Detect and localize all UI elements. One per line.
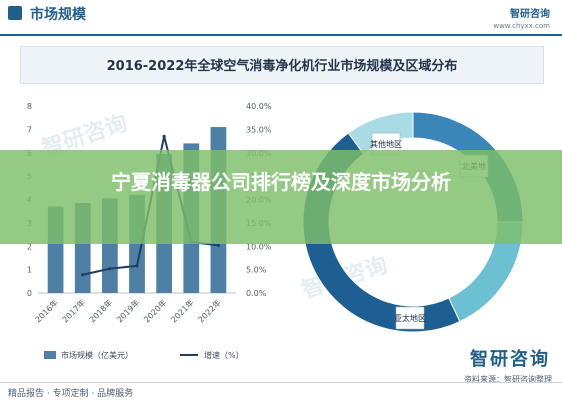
overlay-title: 宁夏消毒器公司排行榜及深度市场分析 bbox=[111, 170, 451, 194]
left-tick-label: 1 bbox=[27, 266, 32, 275]
growth-point bbox=[216, 243, 221, 247]
x-tick-label: 2020年 bbox=[141, 297, 168, 324]
x-tick-label: 2016年 bbox=[33, 297, 60, 324]
chart-title-card: 2016-2022年全球空气消毒净化机行业市场规模及区域分布 bbox=[20, 46, 544, 84]
growth-point bbox=[135, 264, 139, 268]
section-title: 市场规模 bbox=[30, 7, 86, 23]
x-tick-label: 2022年 bbox=[196, 297, 223, 324]
left-tick-label: 0 bbox=[27, 289, 32, 298]
chart-legend: 市场规模（亿美元） 增速（%） bbox=[44, 350, 244, 360]
left-tick-label: 8 bbox=[27, 102, 32, 111]
section-icon bbox=[8, 6, 22, 20]
chart-title: 2016-2022年全球空气消毒净化机行业市场规模及区域分布 bbox=[106, 59, 458, 74]
donut-slice bbox=[302, 132, 461, 333]
left-tick-label: 2 bbox=[27, 242, 32, 251]
overlay-banner: 宁夏消毒器公司排行榜及深度市场分析 bbox=[0, 150, 562, 244]
left-tick-label: 7 bbox=[27, 125, 32, 134]
donut-label-box bbox=[395, 306, 425, 330]
footer-brand: 智研咨询 bbox=[470, 349, 550, 370]
brand-name: 智研咨询 bbox=[510, 9, 550, 20]
donut-label: 亚太地区 bbox=[394, 313, 426, 323]
growth-point bbox=[162, 134, 166, 138]
footer-line bbox=[0, 382, 562, 383]
right-tick-label: 10.0% bbox=[246, 242, 272, 251]
legend-swatch-bar bbox=[44, 351, 56, 359]
donut-label: 其他地区 bbox=[370, 139, 402, 149]
header-divider bbox=[0, 34, 562, 36]
x-tick-label: 2021年 bbox=[169, 297, 196, 324]
right-tick-label: 40.0% bbox=[246, 102, 272, 111]
x-tick-label: 2019年 bbox=[114, 297, 141, 324]
footer-left-text: 精品报告 · 专项定制 · 品牌服务 bbox=[8, 389, 134, 399]
top-bar: 市场规模 智研咨询 www.chyxx.com bbox=[0, 0, 562, 30]
brand-url: www.chyxx.com bbox=[493, 22, 550, 30]
right-tick-label: 0.0% bbox=[246, 289, 267, 298]
growth-point bbox=[81, 273, 85, 277]
growth-point bbox=[108, 267, 112, 271]
right-tick-label: 35.0% bbox=[246, 125, 272, 134]
source-note: 资料来源：智研咨询整理 bbox=[464, 375, 552, 384]
right-tick-label: 5.0% bbox=[246, 266, 267, 275]
legend-label: 增速（%） bbox=[204, 350, 244, 360]
x-tick-label: 2018年 bbox=[87, 297, 114, 324]
x-tick-label: 2017年 bbox=[60, 297, 87, 324]
legend-label: 市场规模（亿美元） bbox=[61, 350, 133, 360]
